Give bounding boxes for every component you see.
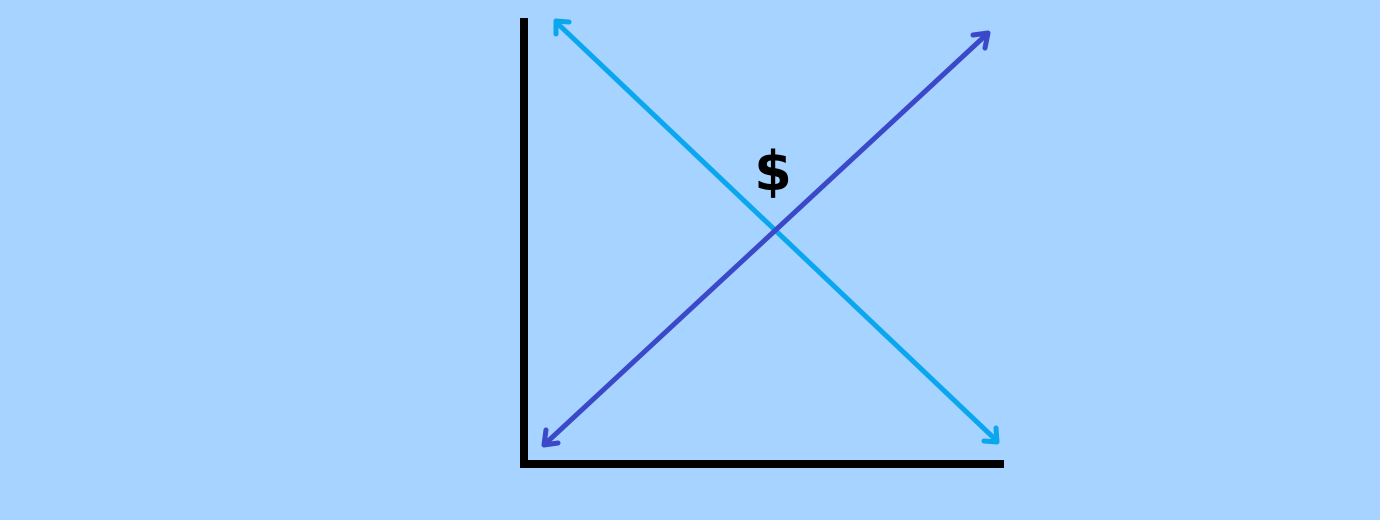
descending-line-arrow-start — [553, 18, 572, 37]
ascending-line-stroke — [542, 31, 990, 447]
ascending-line — [541, 30, 991, 448]
axes — [520, 18, 1004, 468]
descending-line-arrow-end — [981, 425, 1000, 445]
dollar-sign-label: $ — [754, 140, 792, 203]
ascending-line-arrow-start — [541, 427, 561, 448]
ascending-line-arrow-end — [970, 30, 991, 51]
